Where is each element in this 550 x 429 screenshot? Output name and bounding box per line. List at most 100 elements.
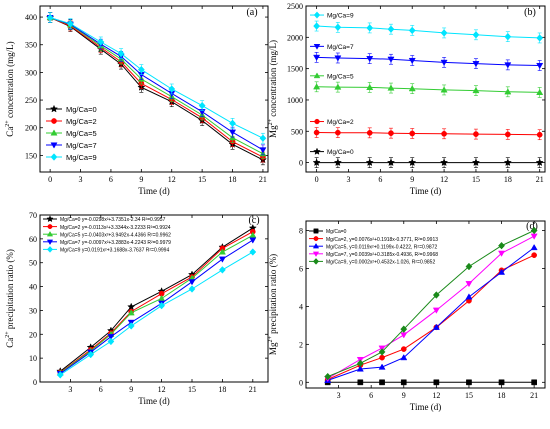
data-point bbox=[400, 325, 408, 333]
x-tick-label: 3 bbox=[79, 175, 83, 184]
y-tick-label: 0 bbox=[299, 159, 303, 168]
data-point bbox=[440, 86, 448, 93]
y-tick-label: 2000 bbox=[287, 33, 303, 42]
legend-marker bbox=[46, 215, 54, 223]
series-line bbox=[60, 239, 254, 375]
data-point bbox=[259, 147, 267, 154]
legend-label: Mg/Ca=0 y=-0.0298x²+3.7351x-2.34 R²=0.99… bbox=[60, 217, 166, 223]
x-tick-label: 15 bbox=[198, 175, 206, 184]
y-axis-label: Mg2+ concentration (mg/L) bbox=[268, 40, 278, 138]
series-Mg/Ca=7 bbox=[313, 52, 544, 71]
data-point bbox=[378, 348, 386, 356]
data-point bbox=[465, 281, 473, 288]
y-tick-label: 1500 bbox=[287, 65, 303, 74]
data-point bbox=[249, 237, 257, 244]
legend-marker bbox=[312, 251, 320, 257]
y-axis-label: Mg2+ precipitation ratio (%) bbox=[268, 254, 278, 355]
x-tick-label: 6 bbox=[99, 385, 103, 394]
legend-marker bbox=[313, 11, 321, 19]
data-point bbox=[378, 363, 386, 370]
x-tick-label: 3 bbox=[68, 385, 72, 394]
y-tick-label: 0 bbox=[33, 378, 37, 387]
legend-marker bbox=[312, 258, 320, 265]
y-tick-label: 400 bbox=[25, 13, 37, 22]
series-Mg/Ca=0 bbox=[312, 157, 544, 168]
y-tick-label: 1000 bbox=[287, 96, 303, 105]
data-point bbox=[536, 88, 544, 95]
data-point bbox=[334, 23, 342, 32]
plot-frame bbox=[39, 214, 269, 383]
legend-label: Mg/Ca=5 bbox=[327, 73, 354, 80]
data-point bbox=[356, 359, 364, 368]
y-axis-label: Ca2+ concentration (mg/L) bbox=[5, 41, 15, 136]
x-tick-label: 15 bbox=[472, 175, 480, 184]
data-point bbox=[107, 337, 115, 346]
data-point bbox=[259, 134, 267, 143]
data-point bbox=[313, 22, 321, 30]
data-point bbox=[498, 379, 505, 386]
data-point bbox=[465, 293, 473, 300]
series-line bbox=[60, 251, 254, 376]
x-tick-label: 3 bbox=[337, 391, 341, 400]
chart-panel-4: 3 6 9 12 15 18 21 0 2 4 6 8 Time (d) Mg2+ precipitati… bbox=[268, 220, 546, 412]
legend-marker bbox=[46, 231, 54, 237]
x-tick-label: 6 bbox=[369, 391, 373, 400]
data-point bbox=[366, 56, 374, 63]
y-tick-label: 0 bbox=[299, 378, 303, 387]
legend-marker bbox=[312, 243, 320, 249]
data-point bbox=[357, 379, 364, 386]
data-point bbox=[536, 131, 543, 138]
data-point bbox=[504, 32, 512, 41]
legend-marker bbox=[313, 147, 321, 155]
legend-label: Mg/Ca=0 bbox=[327, 149, 354, 156]
data-point bbox=[503, 158, 512, 167]
y-tick-label: 30 bbox=[29, 306, 37, 315]
series-Mg/Ca=9 bbox=[46, 12, 267, 144]
y-tick-label: 150 bbox=[25, 151, 37, 160]
x-axis-label: Time (d) bbox=[138, 396, 169, 406]
legend-label: Mg/Ca=5 bbox=[66, 129, 97, 138]
data-point bbox=[433, 379, 440, 386]
x-axis-label: Time (d) bbox=[138, 186, 169, 196]
data-point bbox=[158, 294, 166, 302]
y-tick-label: 2500 bbox=[287, 2, 303, 11]
legend-marker bbox=[313, 44, 321, 50]
data-point bbox=[127, 302, 136, 311]
y-tick-label: 8 bbox=[299, 226, 303, 235]
x-tick-label: 21 bbox=[536, 175, 544, 184]
legend-marker bbox=[313, 236, 319, 242]
series-line bbox=[327, 230, 535, 378]
legend-label: Mg/Ca=2 y=-0.0113x²+3.3344x-3.2233 R²=0.… bbox=[60, 225, 171, 231]
y-tick-label: 60 bbox=[29, 235, 37, 244]
x-axis-label: Time (d) bbox=[410, 402, 441, 412]
data-point bbox=[408, 57, 416, 65]
legend-label: Mg/Ca=2 bbox=[66, 117, 97, 126]
data-point bbox=[313, 129, 320, 136]
legend-label: Mg/Ca=7 bbox=[66, 141, 97, 150]
x-tick-label: 9 bbox=[410, 175, 414, 184]
data-point bbox=[188, 279, 196, 286]
chart-panel-2: 0 3 6 9 12 15 18 21 0 500 1000 1500 2000 2500 Time (d)… bbox=[268, 2, 546, 196]
data-point bbox=[531, 379, 537, 386]
data-point bbox=[366, 24, 374, 32]
chart-panel-1: 0 3 6 9 12 15 18 21 150 200 250 300 350 400 Time (d) Ca… bbox=[5, 5, 269, 196]
x-tick-label: 0 bbox=[48, 175, 52, 184]
series-line bbox=[60, 231, 254, 373]
y-tick-label: 10 bbox=[29, 354, 37, 363]
legend-label: Mg/Ca=7 bbox=[327, 44, 354, 51]
data-point bbox=[472, 86, 480, 94]
legend-label: Mg/Ca=9 y=0.0191x²+3.1688x-3.7637 R²=0.9… bbox=[60, 248, 169, 254]
y-tick-label: 40 bbox=[29, 283, 37, 292]
data-point bbox=[218, 248, 226, 255]
data-point bbox=[249, 248, 257, 256]
data-point bbox=[366, 129, 373, 136]
data-point bbox=[46, 13, 54, 22]
data-point bbox=[432, 307, 440, 314]
data-point bbox=[504, 131, 511, 138]
data-point bbox=[365, 158, 374, 167]
legend-marker bbox=[46, 246, 54, 253]
data-point bbox=[408, 158, 417, 167]
data-point bbox=[530, 243, 538, 251]
x-tick-label: 21 bbox=[530, 391, 538, 400]
y-tick-label: 250 bbox=[25, 96, 37, 105]
